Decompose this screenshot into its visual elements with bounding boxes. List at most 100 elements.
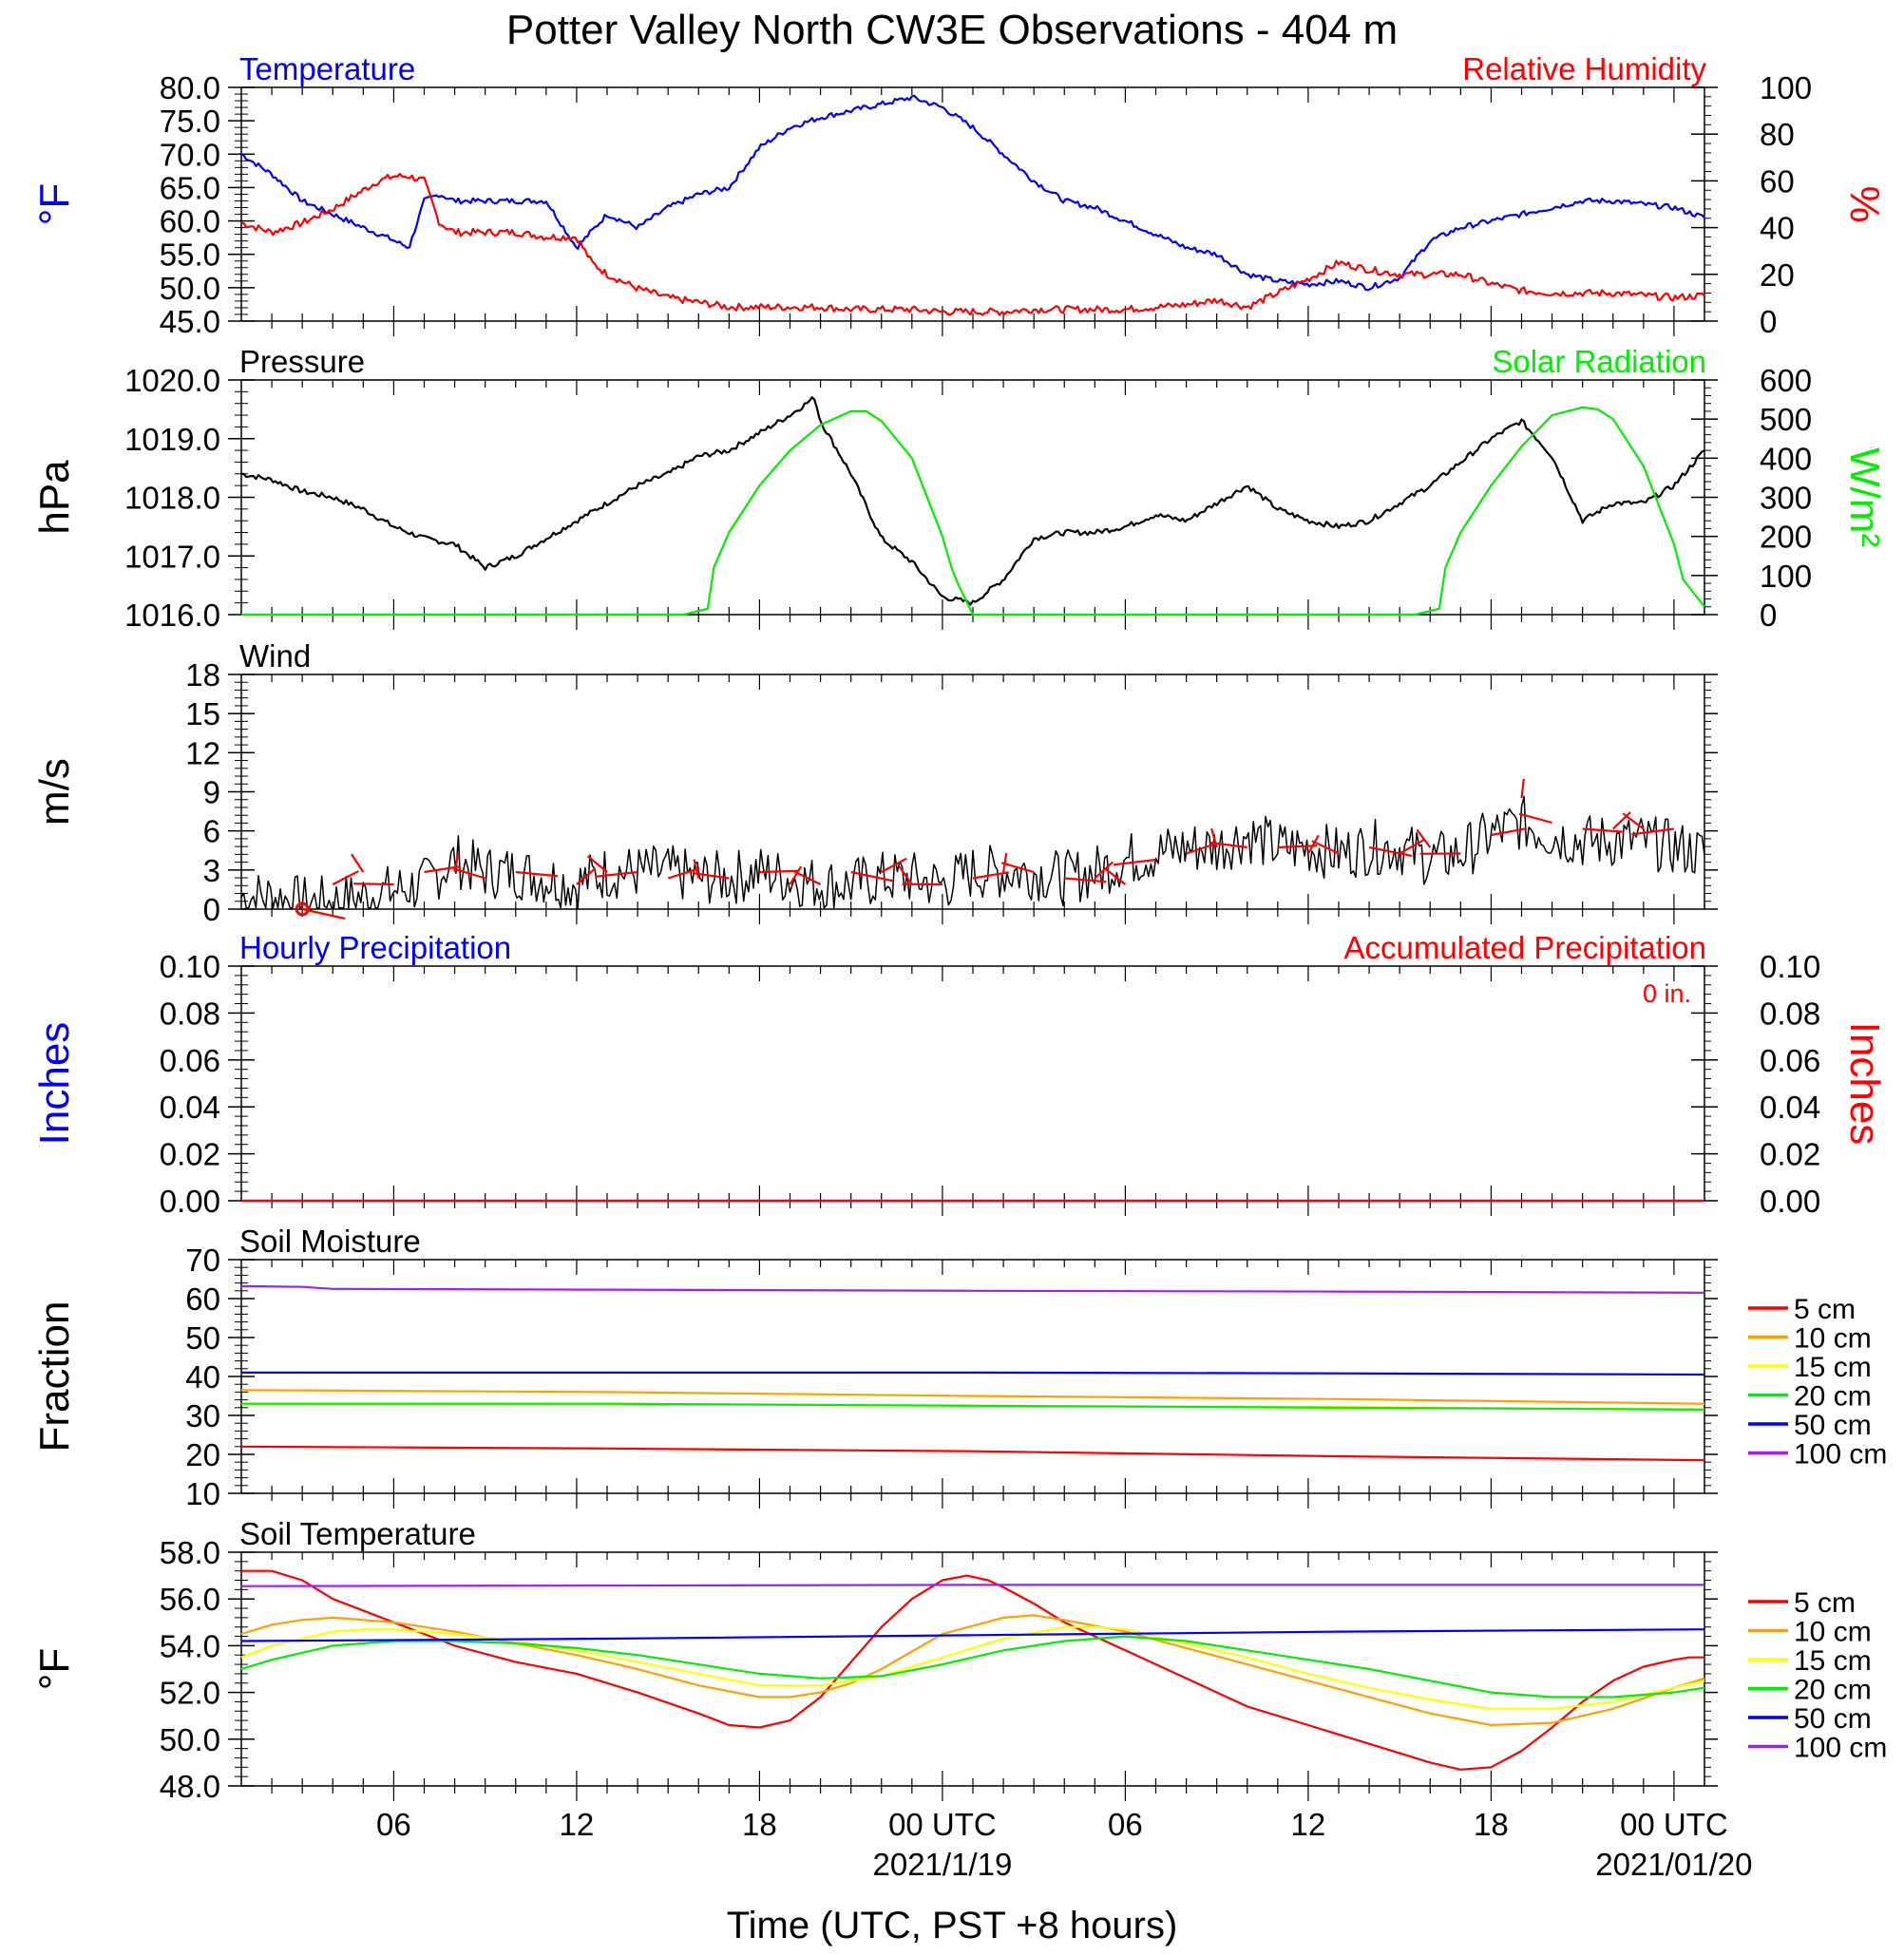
- legend-label: 10 cm: [1794, 1323, 1872, 1355]
- y-tick-label: 50.0: [160, 271, 220, 306]
- y-tick-label: 0.00: [160, 1184, 220, 1219]
- y-tick-label: 0.08: [160, 996, 220, 1031]
- wind-barb: [1622, 812, 1645, 830]
- legend-label: 20 cm: [1794, 1675, 1872, 1706]
- wind-barb: [692, 871, 730, 880]
- y-axis-label-right: W/m²: [1841, 447, 1888, 547]
- y-axis-label-left: Fraction: [31, 1301, 78, 1452]
- panel-pressure-solar: 1016.0 1017.0 1018.0 1019.0 1020.0 0 100 200 300…: [31, 344, 1888, 633]
- x-tick-label: 00 UTC: [888, 1807, 997, 1842]
- wind-barb: [332, 870, 359, 885]
- wind-barb: [1399, 838, 1425, 855]
- y-tick-label: 40: [185, 1359, 220, 1395]
- y-tick-label: 1016.0: [124, 598, 220, 633]
- y-axis-label-left: m/s: [31, 758, 78, 826]
- y-axis-label-left: °F: [31, 1648, 78, 1690]
- wind-barb: [576, 867, 597, 885]
- series-line: [241, 1569, 1704, 1771]
- y-right-tick-label: 0.00: [1760, 1184, 1820, 1219]
- wind-barb: [1186, 842, 1218, 855]
- wind-barb: [515, 870, 559, 878]
- y-tick-label: 52.0: [160, 1676, 220, 1711]
- panel-soil-temperature: 48.0 50.0 52.0 54.0 56.0 58.0 Soil Temperature…: [31, 1516, 1887, 1804]
- plot-frame: [240, 674, 1705, 910]
- y-tick-label: 60: [185, 1281, 220, 1317]
- y-right-tick-label: 0.08: [1760, 996, 1820, 1031]
- y-tick-label: 12: [185, 735, 220, 770]
- y-tick-label: 3: [203, 853, 220, 888]
- y-tick-label: 15: [185, 696, 220, 731]
- y-axis-label-right: %: [1841, 185, 1888, 222]
- series-line: [240, 1389, 1705, 1405]
- x-tick-label: 18: [742, 1807, 777, 1842]
- y-right-tick-label: 0: [1760, 304, 1777, 339]
- y-right-tick-label: 60: [1760, 163, 1795, 199]
- wind-barb: [1520, 778, 1525, 799]
- legend-label: 50 cm: [1794, 1703, 1872, 1735]
- wind-barb: [1306, 834, 1320, 855]
- series-line: [240, 396, 1705, 606]
- legend-label: 15 cm: [1794, 1352, 1872, 1383]
- y-tick-label: 30: [185, 1398, 220, 1433]
- y-tick-label: 50: [185, 1320, 220, 1356]
- y-right-tick-label: 200: [1760, 520, 1812, 555]
- y-tick-label: 60.0: [160, 204, 220, 239]
- series-line: [240, 1635, 1705, 1699]
- wind-barb: [1416, 828, 1432, 848]
- y-right-tick-label: 20: [1760, 257, 1795, 293]
- y-tick-label: 0.04: [160, 1090, 220, 1125]
- y-tick-label: 20: [185, 1437, 220, 1472]
- legend-label: 50 cm: [1794, 1410, 1872, 1441]
- y-axis-label-right: Inches: [1841, 1022, 1888, 1146]
- wind-barb: [693, 859, 700, 879]
- figure-title: Potter Valley North CW3E Observations - …: [506, 7, 1398, 53]
- wind-barb: [793, 870, 822, 885]
- panel-left-title: Soil Moisture: [239, 1224, 421, 1259]
- x-date-label: 2021/01/20: [1595, 1847, 1752, 1882]
- x-tick-label: 06: [1108, 1807, 1143, 1842]
- y-right-tick-label: 0.02: [1760, 1137, 1820, 1172]
- y-right-tick-label: 400: [1760, 441, 1812, 476]
- y-tick-label: 1020.0: [124, 363, 220, 398]
- series-line: [240, 795, 1705, 909]
- y-right-tick-label: 80: [1760, 117, 1795, 152]
- y-right-tick-label: 600: [1760, 363, 1812, 398]
- y-axis-label-left: hPa: [31, 460, 78, 535]
- x-tick-label: 06: [376, 1807, 411, 1842]
- wind-barb: [972, 871, 1009, 880]
- panel-right-title: Accumulated Precipitation: [1343, 930, 1706, 965]
- wind-barb: [301, 907, 346, 921]
- series-line: [240, 172, 1705, 316]
- legend-label: 5 cm: [1794, 1294, 1856, 1325]
- series-line: [240, 1445, 1705, 1462]
- plot-frame: [240, 965, 1705, 1202]
- wind-barb: [353, 883, 394, 886]
- panel-left-title: Pressure: [239, 344, 365, 379]
- panel-left-title: Wind: [239, 638, 311, 674]
- y-tick-label: 0: [203, 892, 220, 927]
- series-line: [240, 1625, 1705, 1710]
- wind-barb: [1000, 862, 1035, 874]
- panel-left-title: Hourly Precipitation: [239, 930, 511, 965]
- wind-barb: [586, 855, 608, 873]
- y-right-tick-label: 0.06: [1760, 1043, 1820, 1078]
- wind-barb: [850, 870, 894, 883]
- series-line: [240, 1614, 1705, 1727]
- precip-total-annotation: 0 in.: [1643, 979, 1691, 1008]
- x-tick-label: 00 UTC: [1620, 1807, 1728, 1842]
- wind-barb: [881, 857, 907, 873]
- wind-barb: [1001, 852, 1008, 873]
- panels: 45.050.055.060.065.070.075.080.002040608…: [31, 51, 1888, 1882]
- y-tick-label: 0.10: [160, 949, 220, 984]
- y-tick-label: 56.0: [160, 1582, 220, 1617]
- wind-barb: [452, 867, 486, 880]
- legend-label: 15 cm: [1794, 1645, 1872, 1677]
- wind-barb: [898, 865, 913, 885]
- wind-barb: [1491, 827, 1527, 837]
- plot-frame: [240, 1551, 1705, 1787]
- panel-left-title: Temperature: [239, 51, 415, 86]
- x-tick-label: 12: [1291, 1807, 1326, 1842]
- y-tick-label: 55.0: [160, 237, 220, 273]
- wind-barb: [1064, 877, 1107, 883]
